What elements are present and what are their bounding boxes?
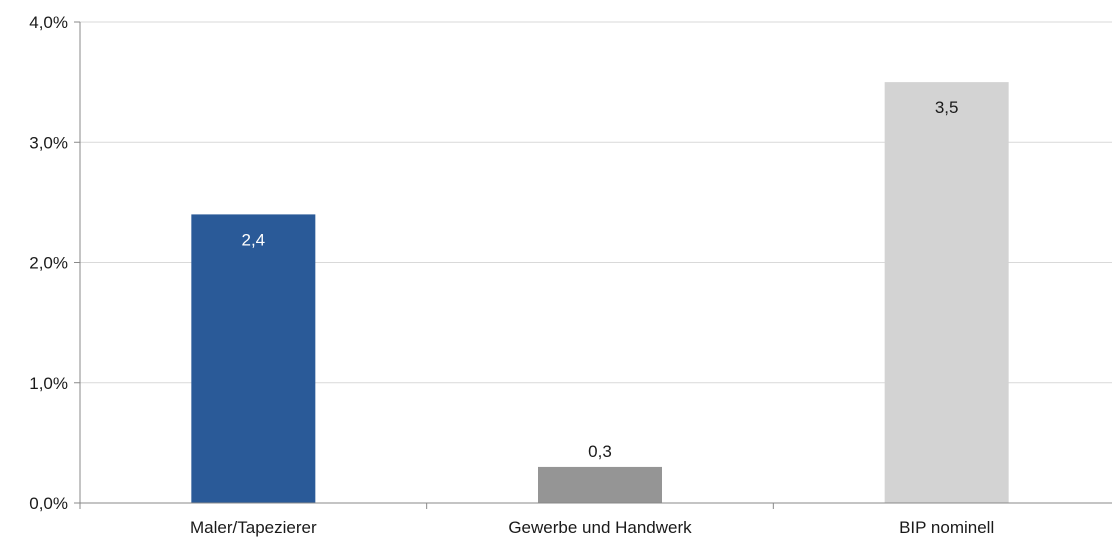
x-axis-labels: Maler/Tapezierer Gewerbe und Handwerk BIP … bbox=[190, 518, 994, 537]
y-tick-label: 3,0% bbox=[29, 133, 68, 152]
y-tick-label: 2,0% bbox=[29, 254, 68, 273]
bar bbox=[538, 466, 662, 503]
data-labels: 2,4 0,3 3,5 bbox=[242, 98, 959, 461]
bars bbox=[191, 82, 1009, 503]
data-label: 3,5 bbox=[935, 98, 959, 117]
y-tick-label: 4,0% bbox=[29, 13, 68, 32]
data-label: 0,3 bbox=[588, 442, 612, 461]
y-tick-label: 0,0% bbox=[29, 494, 68, 513]
bar bbox=[884, 82, 1009, 503]
y-axis-ticks: 0,0% 1,0% 2,0% 3,0% 4,0% bbox=[29, 13, 80, 513]
x-category-label: BIP nominell bbox=[899, 518, 994, 537]
bar bbox=[191, 214, 316, 503]
y-tick-label: 1,0% bbox=[29, 374, 68, 393]
x-category-label: Gewerbe und Handwerk bbox=[508, 518, 692, 537]
data-label: 2,4 bbox=[242, 230, 266, 249]
x-category-label: Maler/Tapezierer bbox=[190, 518, 317, 537]
axes bbox=[79, 22, 1112, 509]
